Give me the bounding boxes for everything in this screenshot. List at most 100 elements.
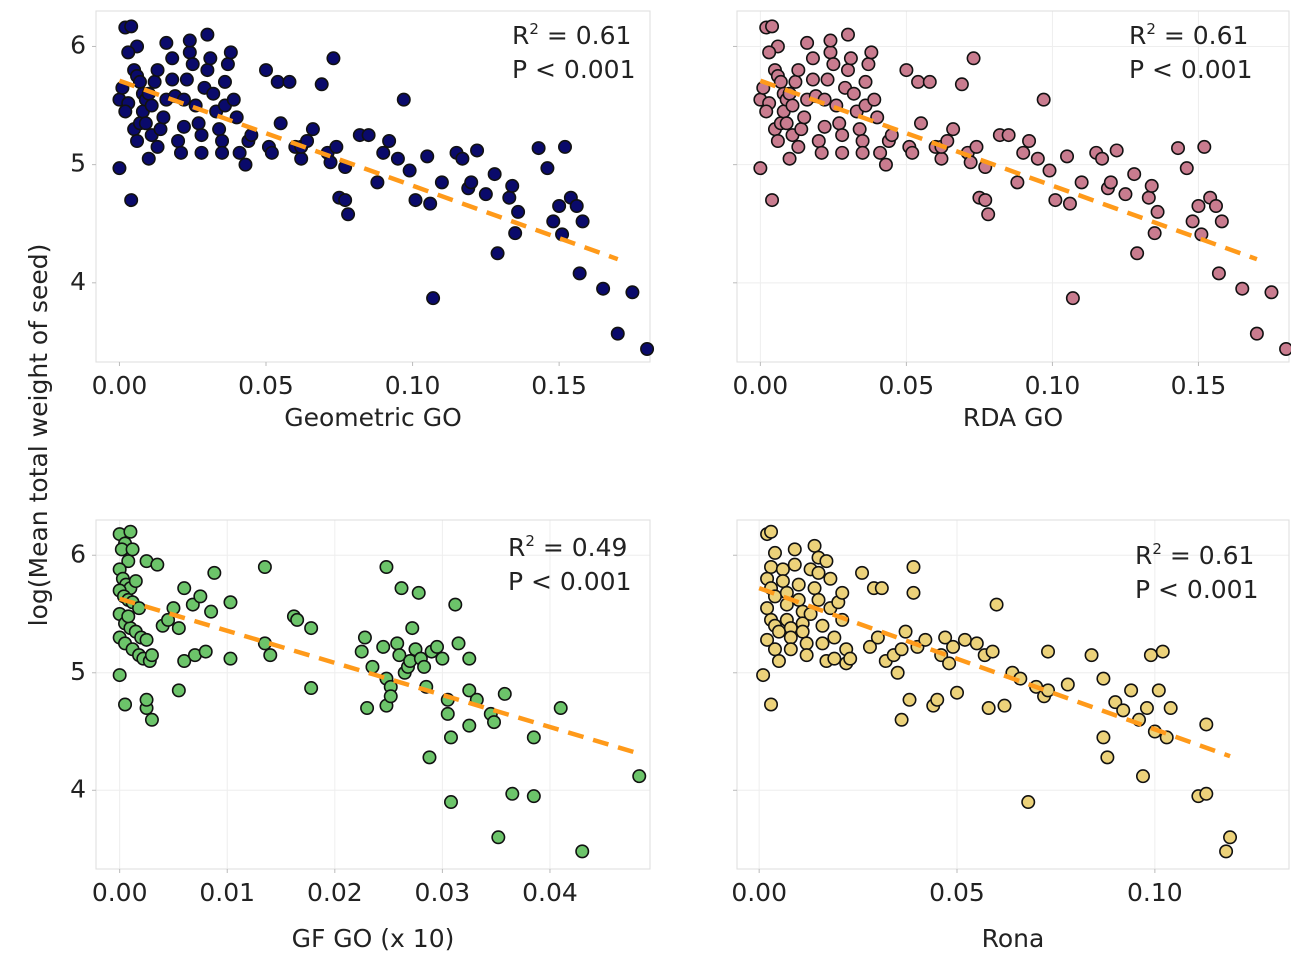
x-tick-label: 0.00 bbox=[733, 371, 789, 400]
data-point bbox=[1100, 750, 1115, 765]
x-tick-label: 0.00 bbox=[731, 878, 787, 907]
data-point bbox=[1022, 134, 1037, 149]
data-point bbox=[938, 630, 953, 645]
data-point bbox=[1147, 226, 1162, 241]
data-point bbox=[823, 571, 838, 586]
data-point bbox=[764, 560, 779, 575]
data-point bbox=[426, 291, 441, 306]
data-point bbox=[300, 134, 315, 149]
data-point bbox=[753, 161, 768, 176]
data-point bbox=[546, 214, 561, 229]
data-point bbox=[508, 226, 523, 241]
data-point bbox=[200, 27, 215, 42]
data-point bbox=[898, 624, 913, 639]
data-point bbox=[259, 63, 274, 78]
y-tick-label: 6 bbox=[70, 30, 86, 59]
data-point bbox=[785, 98, 800, 113]
data-point bbox=[220, 57, 235, 72]
data-point bbox=[150, 63, 165, 78]
panel-frame bbox=[736, 10, 1290, 363]
data-point bbox=[1199, 717, 1214, 732]
data-point bbox=[526, 730, 541, 745]
data-point bbox=[911, 74, 926, 89]
data-point bbox=[797, 110, 812, 125]
data-point bbox=[451, 636, 466, 651]
data-point bbox=[811, 565, 826, 580]
data-point bbox=[835, 585, 850, 600]
data-point bbox=[835, 145, 850, 160]
data-point bbox=[787, 557, 802, 572]
data-point bbox=[843, 51, 858, 66]
data-point bbox=[121, 554, 136, 569]
data-point bbox=[229, 110, 244, 125]
data-point bbox=[957, 632, 972, 647]
p-value-annotation: P < 0.001 bbox=[1135, 575, 1259, 604]
data-point bbox=[435, 651, 450, 666]
data-point bbox=[361, 128, 376, 143]
data-point bbox=[144, 98, 159, 113]
data-point bbox=[443, 795, 458, 810]
data-point bbox=[1030, 151, 1045, 166]
data-point bbox=[906, 585, 921, 600]
data-point bbox=[1127, 167, 1142, 182]
data-point bbox=[1041, 644, 1056, 659]
x-tick-label: 0.00 bbox=[92, 371, 148, 400]
data-point bbox=[1208, 199, 1223, 214]
data-point bbox=[762, 45, 777, 60]
data-point bbox=[191, 116, 206, 131]
data-point bbox=[575, 214, 590, 229]
data-point bbox=[417, 659, 432, 674]
data-point bbox=[223, 651, 238, 666]
data-point bbox=[890, 665, 905, 680]
data-point bbox=[470, 143, 485, 158]
data-point bbox=[922, 74, 937, 89]
data-point bbox=[1214, 214, 1229, 229]
data-point bbox=[161, 612, 176, 627]
data-point bbox=[402, 163, 417, 178]
trend-line bbox=[119, 596, 637, 755]
data-point bbox=[390, 151, 405, 166]
data-point bbox=[505, 178, 520, 193]
panel-rda-go: 0.00 0.05 0.10 0.15 RDA GO R2 = 0.61 P < 0.001 bbox=[733, 10, 1291, 432]
data-point bbox=[905, 145, 920, 160]
data-point bbox=[290, 612, 305, 627]
data-point bbox=[141, 151, 156, 166]
data-point bbox=[304, 621, 319, 636]
data-point bbox=[1179, 161, 1194, 176]
data-point bbox=[326, 51, 341, 66]
data-point bbox=[855, 145, 870, 160]
x-axis-title: Rona bbox=[982, 924, 1045, 953]
data-point bbox=[396, 92, 411, 107]
data-point bbox=[376, 639, 391, 654]
data-point bbox=[1197, 139, 1212, 154]
data-point bbox=[906, 560, 921, 575]
data-point bbox=[1235, 281, 1250, 296]
data-point bbox=[930, 692, 945, 707]
data-point bbox=[420, 149, 435, 164]
data-point bbox=[767, 642, 782, 657]
data-point bbox=[779, 116, 794, 131]
data-point bbox=[575, 844, 590, 859]
p-value-annotation: P < 0.001 bbox=[1129, 55, 1253, 84]
data-point bbox=[505, 786, 520, 801]
data-point bbox=[969, 636, 984, 651]
data-point bbox=[835, 128, 850, 143]
data-point bbox=[125, 542, 140, 557]
data-point bbox=[640, 341, 655, 356]
data-point bbox=[764, 697, 779, 712]
data-point bbox=[200, 63, 215, 78]
data-point bbox=[130, 134, 145, 149]
data-point bbox=[462, 651, 477, 666]
data-point bbox=[294, 151, 309, 166]
data-point bbox=[193, 589, 208, 604]
data-point bbox=[1279, 342, 1291, 356]
data-point bbox=[625, 285, 640, 300]
data-point bbox=[807, 538, 822, 553]
data-point bbox=[981, 701, 996, 716]
data-point bbox=[989, 597, 1004, 612]
y-tick-label: 4 bbox=[70, 774, 86, 803]
data-point bbox=[1084, 648, 1099, 663]
data-point bbox=[264, 145, 279, 160]
data-point bbox=[121, 609, 136, 624]
data-point bbox=[1135, 769, 1150, 784]
